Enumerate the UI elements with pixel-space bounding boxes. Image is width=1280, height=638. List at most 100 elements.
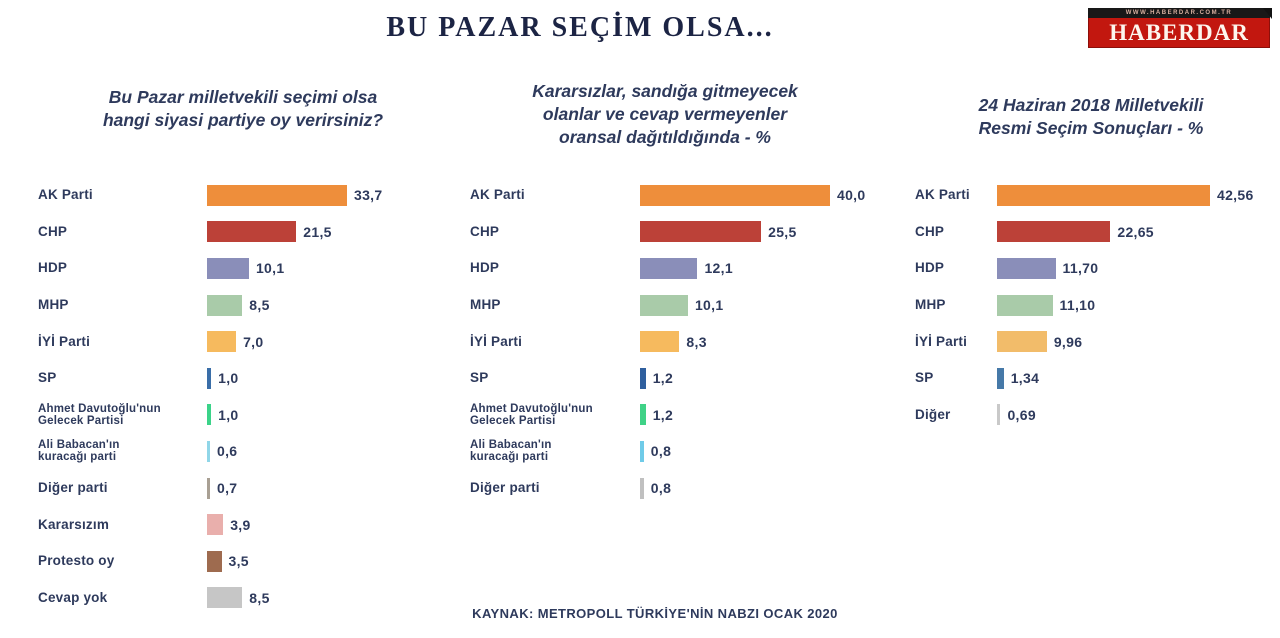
value-label: 22,65: [1117, 223, 1154, 240]
logo-wordmark: HABERDAR: [1088, 8, 1272, 48]
bar: [640, 477, 644, 499]
category-label: Cevap yok: [38, 589, 108, 605]
bar: [997, 331, 1047, 353]
value-label: 8,5: [249, 297, 270, 314]
value-label: 21,5: [303, 223, 332, 240]
category-label: Ali Babacan'ın kuracağı parti: [470, 439, 552, 464]
value-label: 42,56: [1217, 187, 1254, 204]
haberdar-logo: WWW.HABERDAR.COM.TR HABERDAR: [1088, 8, 1272, 48]
bar-row: CHP 25,5: [470, 214, 875, 251]
category-label: SP: [470, 370, 489, 386]
source-caption: KAYNAK: METROPOLL TÜRKİYE'NİN NABZI OCAK…: [472, 606, 838, 621]
bar-row: CHP 22,65: [915, 214, 1277, 251]
value-label: 8,3: [686, 333, 707, 350]
category-label: İYİ Parti: [470, 333, 523, 349]
value-label: 0,7: [217, 480, 238, 497]
value-label: 10,1: [694, 297, 724, 314]
bar: [207, 440, 210, 462]
value-label: 8,5: [249, 589, 270, 606]
category-label: Protesto oy: [38, 553, 115, 569]
bar: [640, 331, 680, 353]
bar-row: CHP 21,5: [38, 214, 448, 251]
bar-row: Cevap yok 8,5: [38, 580, 448, 617]
value-label: 9,96: [1053, 333, 1083, 350]
bar: [207, 221, 297, 243]
bar: [207, 367, 212, 389]
category-label: MHP: [38, 296, 69, 312]
bar-row: AK Parti 42,56: [915, 177, 1277, 214]
value-label: 11,10: [1059, 297, 1096, 314]
bar-row: Ali Babacan'ın kuracağı parti 0,6: [38, 433, 448, 470]
value-label: 1,34: [1010, 370, 1040, 387]
bar-row: SP 1,2: [470, 360, 875, 397]
category-label: SP: [38, 370, 57, 386]
category-label: Ahmet Davutoğlu'nun Gelecek Partisi: [470, 402, 593, 427]
value-label: 0,8: [650, 443, 672, 460]
category-label: CHP: [915, 223, 945, 239]
value-label: 0,6: [217, 443, 238, 460]
category-label: AK Parti: [470, 187, 525, 203]
category-label: Diğer: [915, 406, 951, 422]
bar-row: Diğer parti 0,7: [38, 470, 448, 507]
bar: [997, 367, 1004, 389]
logo-name: HABERDAR: [1109, 20, 1249, 45]
bar-row: İYİ Parti 8,3: [470, 323, 875, 360]
category-label: AK Parti: [38, 187, 93, 203]
bar-row: MHP 8,5: [38, 287, 448, 324]
bar: [207, 477, 210, 499]
bar: [640, 184, 830, 206]
bar: [640, 367, 646, 389]
value-label: 33,7: [353, 187, 383, 204]
bar: [207, 331, 237, 353]
category-label: CHP: [470, 223, 500, 239]
bar-rows: AK Parti 33,7 CHP 21,5 HDP 10,1 MHP 8,5 İYİ Part…: [38, 177, 448, 616]
bar-row: Ali Babacan'ın kuracağı parti 0,8: [470, 433, 875, 470]
value-label: 25,5: [768, 223, 797, 240]
value-label: 1,2: [652, 370, 674, 387]
chart-title: Kararsızlar, sandığa gitmeyecek olanlar …: [532, 81, 798, 147]
bar: [997, 221, 1111, 243]
category-label: MHP: [470, 296, 501, 312]
bar: [640, 221, 762, 243]
bar-row: Diğer parti 0,8: [470, 470, 875, 507]
bar-row: Protesto oy 3,5: [38, 543, 448, 580]
bar-row: MHP 11,10: [915, 287, 1277, 324]
bar-row: Kararsızım 3,9: [38, 506, 448, 543]
bar-row: Diğer 0,69: [915, 397, 1277, 434]
bar: [997, 257, 1056, 279]
value-label: 3,5: [228, 553, 249, 570]
logo-url-text: WWW.HABERDAR.COM.TR: [1088, 8, 1270, 18]
bar: [640, 257, 698, 279]
bar-rows: AK Parti 42,56 CHP 22,65 HDP 11,70 MHP 11,10 İYİ…: [905, 177, 1277, 433]
value-label: 12,1: [704, 260, 733, 277]
category-label: İYİ Parti: [915, 333, 968, 349]
bar: [207, 294, 243, 316]
value-label: 11,70: [1062, 260, 1099, 277]
bar: [207, 550, 222, 572]
value-label: 1,2: [652, 406, 674, 423]
category-label: CHP: [38, 223, 68, 239]
chart-title: 24 Haziran 2018 Milletvekili Resmi Seçim…: [978, 95, 1204, 138]
bar-row: MHP 10,1: [470, 287, 875, 324]
bar-row: Ahmet Davutoğlu'nun Gelecek Partisi 1,0: [38, 397, 448, 434]
value-label: 3,9: [230, 516, 251, 533]
category-label: HDP: [470, 260, 500, 276]
category-label: Ahmet Davutoğlu'nun Gelecek Partisi: [38, 402, 161, 427]
value-label: 40,0: [837, 187, 866, 204]
value-label: 10,1: [255, 260, 285, 277]
logo-corner-fold: [1263, 8, 1272, 19]
bar-row: SP 1,34: [915, 360, 1277, 397]
category-label: MHP: [915, 296, 946, 312]
bar-row: SP 1,0: [38, 360, 448, 397]
bar: [640, 294, 688, 316]
category-label: Diğer parti: [470, 479, 540, 495]
bar: [997, 294, 1053, 316]
value-label: 1,0: [218, 370, 239, 387]
bar: [207, 404, 212, 426]
bar: [640, 440, 644, 462]
bar-row: AK Parti 40,0: [470, 177, 875, 214]
category-label: AK Parti: [915, 187, 970, 203]
bar: [997, 184, 1210, 206]
bar-row: AK Parti 33,7: [38, 177, 448, 214]
